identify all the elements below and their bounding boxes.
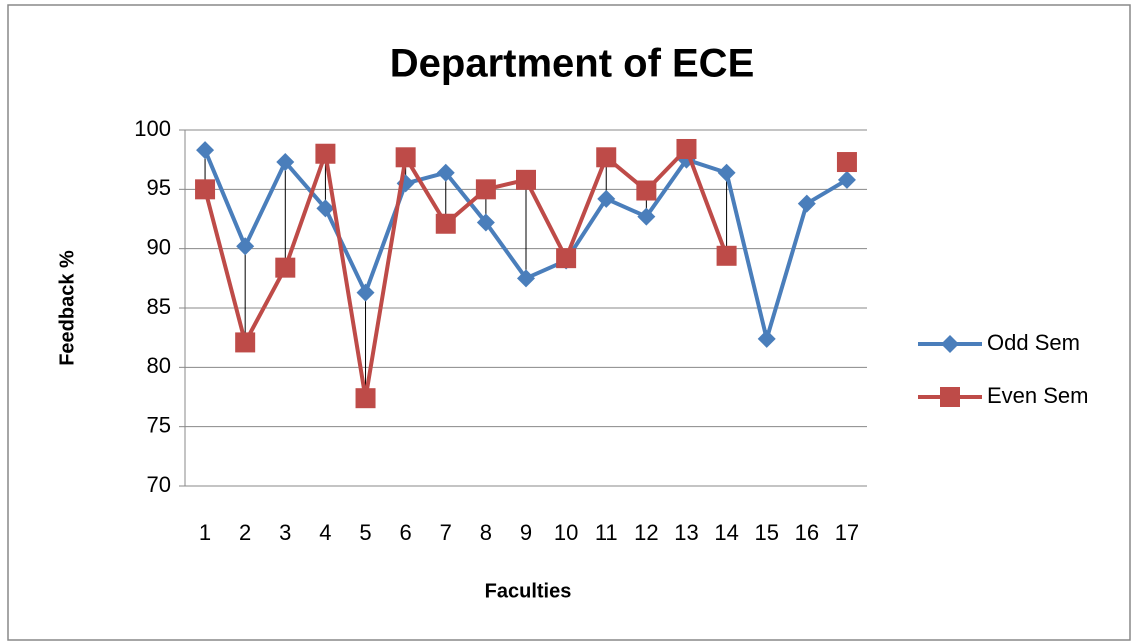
marker [836, 152, 857, 173]
y-tick-label: 95 [147, 175, 171, 200]
marker [275, 257, 296, 278]
legend-marker [941, 335, 959, 353]
x-tick-label: 1 [199, 520, 211, 545]
marker [716, 245, 737, 266]
marker [196, 141, 215, 160]
marker [837, 170, 856, 189]
x-tick-label: 14 [714, 520, 738, 545]
chart-title: Department of ECE [390, 42, 755, 86]
chart-border [7, 4, 1131, 641]
y-tick-label: 100 [134, 116, 171, 141]
x-tick-label: 10 [554, 520, 578, 545]
x-tick-label: 12 [634, 520, 658, 545]
marker [315, 143, 336, 164]
legend-marker [940, 387, 960, 407]
legend-label: Even Sem [987, 383, 1089, 408]
marker [235, 332, 256, 353]
x-tick-label: 13 [674, 520, 698, 545]
x-tick-label: 16 [795, 520, 819, 545]
marker [316, 199, 335, 218]
x-axis-label: Faculties [485, 580, 572, 602]
marker [597, 189, 616, 208]
marker [476, 213, 495, 232]
marker [636, 180, 657, 201]
x-tick-label: 4 [319, 520, 331, 545]
legend-label: Odd Sem [987, 330, 1080, 355]
marker [516, 169, 536, 190]
y-tick-label: 85 [147, 294, 171, 319]
marker [435, 213, 456, 234]
x-tick-label: 8 [480, 520, 492, 545]
y-tick-label: 70 [147, 472, 171, 497]
x-tick-label: 17 [835, 520, 859, 545]
marker [436, 163, 455, 182]
marker [236, 237, 255, 256]
marker [395, 147, 416, 168]
x-tick-label: 9 [520, 520, 532, 545]
x-tick-label: 3 [279, 520, 291, 545]
marker [195, 179, 216, 200]
x-tick-label: 2 [239, 520, 251, 545]
marker [676, 138, 697, 159]
marker [517, 269, 535, 288]
y-tick-label: 90 [147, 234, 171, 259]
marker [276, 153, 295, 172]
y-tick-label: 80 [147, 353, 171, 378]
x-tick-label: 6 [400, 520, 412, 545]
marker [637, 207, 656, 226]
marker [596, 147, 617, 168]
y-axis-label: Feedback % [56, 250, 78, 366]
x-tick-label: 7 [440, 520, 452, 545]
marker [355, 388, 376, 409]
marker [797, 194, 816, 213]
x-tick-label: 15 [754, 520, 778, 545]
y-tick-label: 75 [147, 412, 171, 437]
marker [475, 179, 496, 200]
marker [356, 283, 375, 302]
x-tick-label: 5 [359, 520, 371, 545]
marker [717, 163, 736, 182]
x-tick-label: 11 [595, 520, 618, 545]
marker [757, 329, 776, 348]
marker [556, 248, 577, 269]
